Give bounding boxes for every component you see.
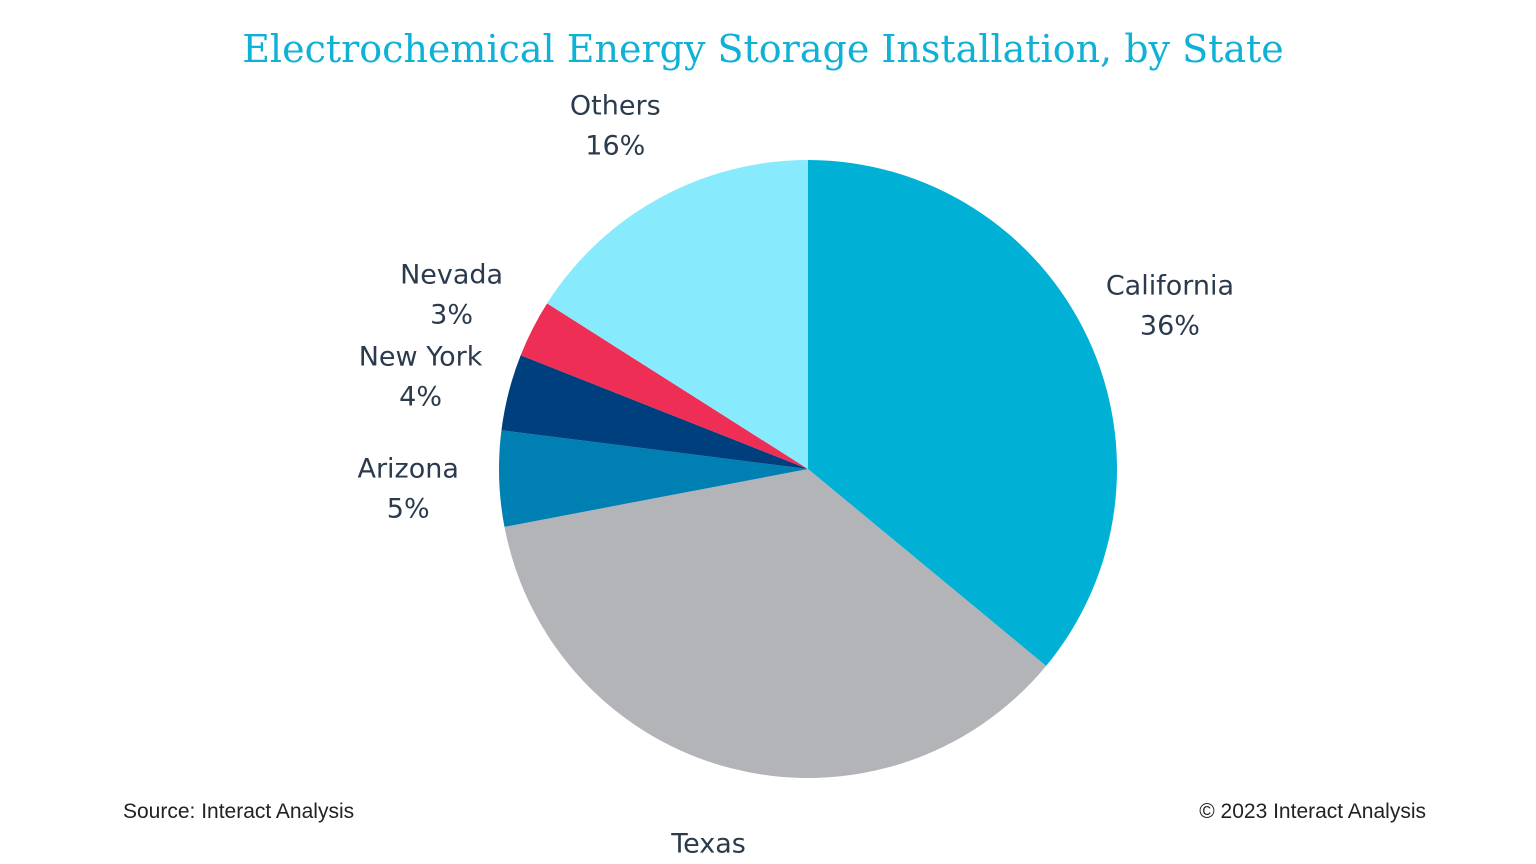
slice-label-others: Others 16%: [570, 90, 661, 161]
pie-slice-arizona: [499, 430, 808, 527]
slice-label-value: 36%: [1140, 311, 1200, 342]
pie-slice-new-york: [501, 355, 808, 469]
pie-slices: [499, 160, 1118, 779]
source-note: Source: Interact Analysis: [123, 800, 354, 823]
slice-label-nevada: Nevada 3%: [400, 259, 503, 330]
slice-label-name: Arizona: [357, 454, 458, 485]
slice-label-name: Nevada: [400, 259, 503, 290]
pie-slice-nevada: [520, 303, 808, 469]
slice-label-name: Others: [570, 90, 661, 121]
copyright-note: © 2023 Interact Analysis: [1199, 800, 1426, 823]
slice-label-arizona: Arizona 5%: [357, 454, 458, 525]
slice-label-value: 16%: [585, 130, 645, 161]
slice-label-name: New York: [359, 342, 483, 373]
slice-label-value: 5%: [387, 494, 430, 525]
slice-label-value: 4%: [399, 382, 442, 413]
slice-label-value: 3%: [430, 299, 473, 330]
slice-labels: California 36% Texas36% Arizona 5% New York 4%…: [357, 90, 1234, 859]
pie-slice-texas: [504, 469, 1047, 779]
slice-label-california: California 36%: [1106, 271, 1234, 342]
slice-label-texas: Texas36%: [670, 828, 746, 859]
pie-slice-california: [808, 160, 1118, 666]
slice-label-new-york: New York 4%: [359, 342, 483, 413]
slice-label-name: California: [1106, 271, 1234, 302]
chart-title: Electrochemical Energy Storage Installat…: [242, 27, 1284, 71]
slice-label-name: Texas: [670, 828, 746, 859]
pie-slice-others: [547, 160, 808, 469]
